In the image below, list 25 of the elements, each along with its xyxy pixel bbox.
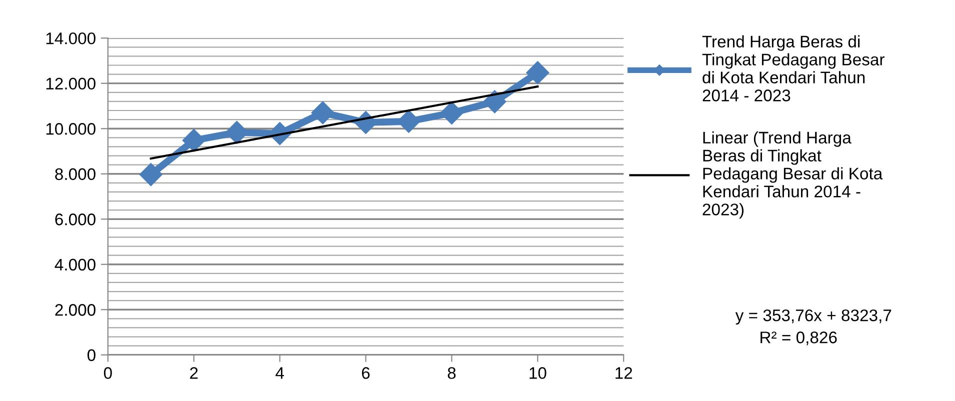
y-tick-label: 0	[87, 349, 96, 362]
x-tick-label: 0	[104, 367, 112, 379]
x-tick-label: 12	[616, 367, 632, 379]
point	[182, 128, 206, 152]
point	[440, 101, 464, 124]
x-tick-label: 6	[362, 367, 370, 379]
x-tick-label: 10	[530, 367, 546, 379]
y-tick-label: 10.000	[46, 123, 96, 135]
text: R² = 0,826	[760, 332, 837, 346]
legend-label: Linear (Trend Harga Beras di Tingkat Pedagang Besar di Kota Kendari Tahun 2014 - 2023)	[702, 131, 883, 219]
x-tick-label: 8	[448, 367, 456, 379]
x-tick-label: 2	[190, 367, 198, 379]
text: y = 353,76x + 8323,7	[735, 309, 892, 325]
y-tick-label: 8.000	[55, 168, 96, 180]
legend-label: Trend Harga Beras di Tingkat Pedagang Besar di Kota Kendari Tahun 2014 - 2023	[702, 35, 884, 102]
point	[139, 163, 162, 186]
y-tick-label: 2.000	[55, 304, 96, 316]
y-tick-label: 4.000	[54, 258, 96, 271]
point	[526, 61, 550, 84]
point	[311, 101, 334, 124]
y-tick-label: 6.000	[55, 214, 96, 226]
x-tick-label: 4	[276, 367, 284, 379]
y-tick-label: 14.000	[46, 32, 96, 44]
point	[483, 90, 506, 114]
y-tick-label: 12.000	[46, 78, 96, 90]
